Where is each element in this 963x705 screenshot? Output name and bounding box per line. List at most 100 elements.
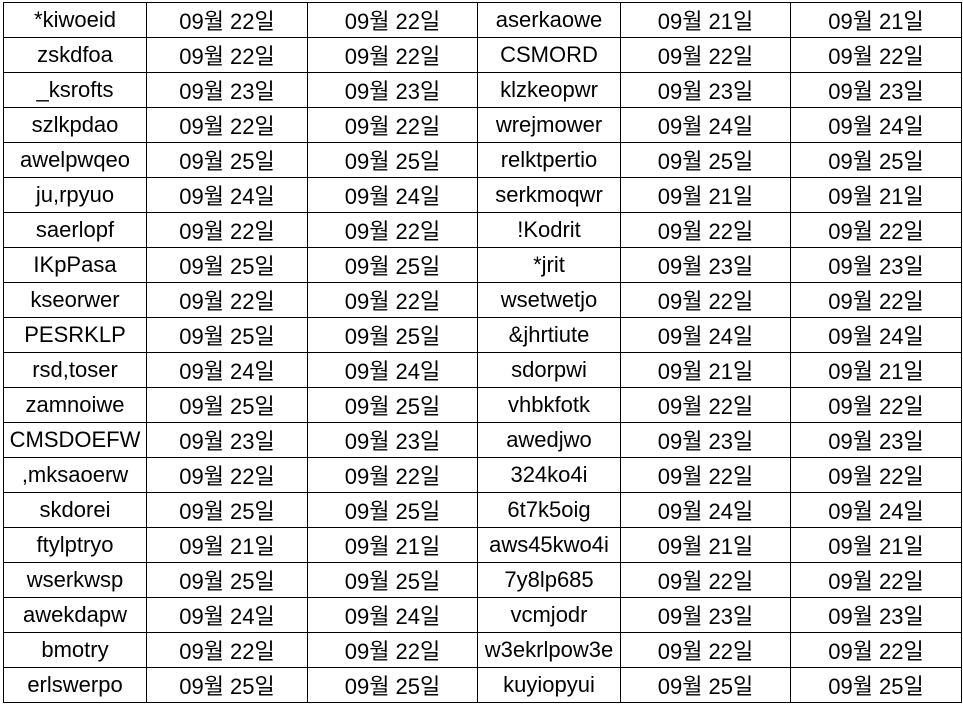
name-cell[interactable]: klzkeopwr	[477, 72, 621, 108]
date-cell[interactable]: 09월 23일	[790, 422, 962, 458]
date-cell[interactable]: 09월 24일	[146, 597, 308, 633]
date-cell[interactable]: 09월 25일	[146, 492, 308, 528]
name-cell[interactable]: wrejmower	[477, 107, 621, 143]
name-cell[interactable]: kseorwer	[3, 282, 147, 318]
date-cell[interactable]: 09월 23일	[790, 247, 962, 283]
date-cell[interactable]: 09월 22일	[146, 212, 308, 248]
date-cell[interactable]: 09월 21일	[307, 527, 478, 563]
date-cell[interactable]: 09월 25일	[146, 387, 308, 423]
name-cell[interactable]: IKpPasa	[3, 247, 147, 283]
name-cell[interactable]: ,mksaoerw	[3, 457, 147, 493]
date-cell[interactable]: 09월 22일	[307, 37, 478, 73]
date-cell[interactable]: 09월 22일	[307, 632, 478, 668]
name-cell[interactable]: CSMORD	[477, 37, 621, 73]
date-cell[interactable]: 09월 25일	[790, 667, 962, 703]
date-cell[interactable]: 09월 22일	[146, 457, 308, 493]
date-cell[interactable]: 09월 21일	[790, 2, 962, 38]
date-cell[interactable]: 09월 23일	[620, 247, 791, 283]
date-cell[interactable]: 09월 22일	[146, 37, 308, 73]
date-cell[interactable]: 09월 21일	[790, 352, 962, 388]
name-cell[interactable]: sdorpwi	[477, 352, 621, 388]
date-cell[interactable]: 09월 23일	[790, 72, 962, 108]
date-cell[interactable]: 09월 25일	[146, 317, 308, 353]
name-cell[interactable]: kuyiopyui	[477, 667, 621, 703]
name-cell[interactable]: vcmjodr	[477, 597, 621, 633]
date-cell[interactable]: 09월 22일	[790, 37, 962, 73]
date-cell[interactable]: 09월 25일	[146, 142, 308, 178]
date-cell[interactable]: 09월 24일	[790, 317, 962, 353]
date-cell[interactable]: 09월 23일	[307, 72, 478, 108]
date-cell[interactable]: 09월 25일	[307, 492, 478, 528]
name-cell[interactable]: zskdfoa	[3, 37, 147, 73]
name-cell[interactable]: 7y8lp685	[477, 562, 621, 598]
date-cell[interactable]: 09월 25일	[307, 317, 478, 353]
name-cell[interactable]: !Kodrit	[477, 212, 621, 248]
date-cell[interactable]: 09월 25일	[307, 387, 478, 423]
name-cell[interactable]: zamnoiwe	[3, 387, 147, 423]
date-cell[interactable]: 09월 22일	[790, 282, 962, 318]
date-cell[interactable]: 09월 22일	[146, 282, 308, 318]
date-cell[interactable]: 09월 22일	[790, 632, 962, 668]
name-cell[interactable]: aserkaowe	[477, 2, 621, 38]
date-cell[interactable]: 09월 23일	[146, 422, 308, 458]
name-cell[interactable]: &jhrtiute	[477, 317, 621, 353]
name-cell[interactable]: bmotry	[3, 632, 147, 668]
name-cell[interactable]: *kiwoeid	[3, 2, 147, 38]
date-cell[interactable]: 09월 22일	[307, 2, 478, 38]
date-cell[interactable]: 09월 25일	[146, 667, 308, 703]
date-cell[interactable]: 09월 22일	[307, 107, 478, 143]
date-cell[interactable]: 09월 21일	[146, 527, 308, 563]
name-cell[interactable]: awedjwo	[477, 422, 621, 458]
name-cell[interactable]: w3ekrlpow3e	[477, 632, 621, 668]
date-cell[interactable]: 09월 23일	[620, 597, 791, 633]
date-cell[interactable]: 09월 25일	[620, 142, 791, 178]
date-cell[interactable]: 09월 22일	[307, 212, 478, 248]
date-cell[interactable]: 09월 22일	[790, 562, 962, 598]
name-cell[interactable]: wserkwsp	[3, 562, 147, 598]
date-cell[interactable]: 09월 22일	[620, 632, 791, 668]
name-cell[interactable]: 324ko4i	[477, 457, 621, 493]
name-cell[interactable]: aws45kwo4i	[477, 527, 621, 563]
date-cell[interactable]: 09월 25일	[790, 142, 962, 178]
date-cell[interactable]: 09월 22일	[620, 457, 791, 493]
date-cell[interactable]: 09월 24일	[307, 597, 478, 633]
date-cell[interactable]: 09월 25일	[307, 247, 478, 283]
date-cell[interactable]: 09월 22일	[790, 212, 962, 248]
date-cell[interactable]: 09월 23일	[146, 72, 308, 108]
name-cell[interactable]: CMSDOEFW	[3, 422, 147, 458]
date-cell[interactable]: 09월 25일	[620, 667, 791, 703]
date-cell[interactable]: 09월 24일	[307, 177, 478, 213]
date-cell[interactable]: 09월 23일	[790, 597, 962, 633]
name-cell[interactable]: szlkpdao	[3, 107, 147, 143]
date-cell[interactable]: 09월 25일	[307, 667, 478, 703]
date-cell[interactable]: 09월 22일	[146, 2, 308, 38]
date-cell[interactable]: 09월 22일	[620, 212, 791, 248]
date-cell[interactable]: 09월 24일	[620, 317, 791, 353]
date-cell[interactable]: 09월 24일	[790, 492, 962, 528]
name-cell[interactable]: awelpwqeo	[3, 142, 147, 178]
name-cell[interactable]: 6t7k5oig	[477, 492, 621, 528]
date-cell[interactable]: 09월 24일	[790, 107, 962, 143]
date-cell[interactable]: 09월 22일	[307, 282, 478, 318]
name-cell[interactable]: _ksrofts	[3, 72, 147, 108]
date-cell[interactable]: 09월 24일	[620, 107, 791, 143]
date-cell[interactable]: 09월 23일	[620, 72, 791, 108]
date-cell[interactable]: 09월 22일	[620, 282, 791, 318]
date-cell[interactable]: 09월 25일	[307, 142, 478, 178]
name-cell[interactable]: serkmoqwr	[477, 177, 621, 213]
date-cell[interactable]: 09월 22일	[790, 457, 962, 493]
date-cell[interactable]: 09월 24일	[307, 352, 478, 388]
date-cell[interactable]: 09월 22일	[146, 632, 308, 668]
name-cell[interactable]: erlswerpo	[3, 667, 147, 703]
date-cell[interactable]: 09월 21일	[790, 177, 962, 213]
date-cell[interactable]: 09월 21일	[620, 177, 791, 213]
name-cell[interactable]: ju,rpyuo	[3, 177, 147, 213]
name-cell[interactable]: vhbkfotk	[477, 387, 621, 423]
date-cell[interactable]: 09월 22일	[620, 562, 791, 598]
name-cell[interactable]: rsd,toser	[3, 352, 147, 388]
date-cell[interactable]: 09월 23일	[620, 422, 791, 458]
name-cell[interactable]: *jrit	[477, 247, 621, 283]
date-cell[interactable]: 09월 23일	[307, 422, 478, 458]
date-cell[interactable]: 09월 24일	[620, 492, 791, 528]
date-cell[interactable]: 09월 22일	[307, 457, 478, 493]
